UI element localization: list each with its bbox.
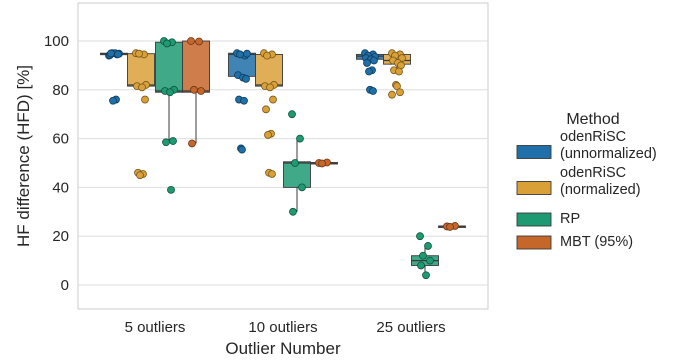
data-point xyxy=(138,83,146,92)
data-point xyxy=(417,261,425,270)
data-point xyxy=(416,232,424,241)
data-point xyxy=(419,251,427,260)
data-point xyxy=(167,185,175,194)
x-axis-label: Outlier Number xyxy=(225,339,341,358)
data-point xyxy=(240,96,248,105)
y-tick-label: 80 xyxy=(52,82,69,99)
series-group xyxy=(155,37,439,280)
box xyxy=(255,53,283,87)
data-point xyxy=(187,37,195,45)
data-point xyxy=(289,207,297,216)
data-point xyxy=(263,51,271,60)
data-point xyxy=(426,256,434,265)
legend-swatch xyxy=(516,181,552,195)
y-tick-label: 20 xyxy=(52,228,69,245)
x-tick-label: 10 outliers xyxy=(248,319,317,336)
data-point xyxy=(393,82,401,91)
data-point xyxy=(195,37,203,46)
data-point xyxy=(396,88,404,97)
data-point xyxy=(262,105,270,114)
y-tick-label: 60 xyxy=(52,131,69,148)
y-tick-label: 0 xyxy=(61,277,69,294)
data-point xyxy=(197,87,205,95)
data-point xyxy=(166,88,174,97)
data-point xyxy=(190,85,198,94)
box-series xyxy=(100,37,466,280)
data-point xyxy=(446,223,454,231)
data-point xyxy=(169,137,177,145)
data-point xyxy=(188,139,196,148)
data-point xyxy=(363,59,371,67)
data-point xyxy=(424,242,432,250)
data-point xyxy=(162,138,170,147)
box xyxy=(155,41,183,93)
data-point xyxy=(114,50,122,59)
x-tick-label: 25 outliers xyxy=(376,319,445,336)
data-point xyxy=(298,183,306,192)
data-point xyxy=(388,90,396,99)
data-point xyxy=(264,131,272,139)
data-point xyxy=(266,83,274,92)
legend-swatch xyxy=(516,145,552,159)
data-point xyxy=(238,145,246,154)
data-point xyxy=(107,49,115,58)
data-point xyxy=(109,96,117,105)
legend-label: RP xyxy=(560,211,580,227)
box xyxy=(182,40,210,93)
legend-label: MBT (95%) xyxy=(560,234,633,250)
data-point xyxy=(291,159,299,167)
data-point xyxy=(243,49,251,58)
data-point xyxy=(318,159,326,168)
series-group xyxy=(127,49,411,180)
x-tick-labels: 5 outliers 10 outliers 25 outliers xyxy=(125,319,446,336)
legend-title: Method xyxy=(566,111,619,128)
y-axis-label: HF difference (HFD) [%] xyxy=(14,65,33,247)
legend: Method odenRiSC (unnormalized)odenRiSC (no… xyxy=(516,111,657,250)
y-tick-labels: 0 20 40 60 80 100 xyxy=(44,33,69,294)
data-point xyxy=(135,49,143,58)
data-point xyxy=(141,95,149,104)
data-point xyxy=(370,56,378,65)
data-point xyxy=(242,74,250,83)
series-group xyxy=(100,49,384,154)
data-point xyxy=(269,95,277,104)
data-point xyxy=(369,87,377,95)
data-point xyxy=(288,110,296,119)
data-point xyxy=(236,50,244,59)
legend-swatch xyxy=(516,212,552,227)
legend-label: odenRiSC (normalized) xyxy=(560,165,641,198)
data-point xyxy=(163,39,171,48)
data-point xyxy=(395,67,403,76)
box xyxy=(127,53,155,87)
data-point xyxy=(422,271,430,280)
data-point xyxy=(268,170,276,178)
x-tick-label: 5 outliers xyxy=(125,319,186,336)
data-point xyxy=(296,134,304,143)
data-point xyxy=(365,67,373,76)
series-group xyxy=(182,37,466,231)
y-tick-label: 40 xyxy=(52,179,69,196)
data-point xyxy=(136,171,144,180)
legend-label: odenRiSC (unnormalized) xyxy=(560,129,657,162)
y-tick-label: 100 xyxy=(44,33,69,50)
legend-swatch xyxy=(516,235,552,250)
